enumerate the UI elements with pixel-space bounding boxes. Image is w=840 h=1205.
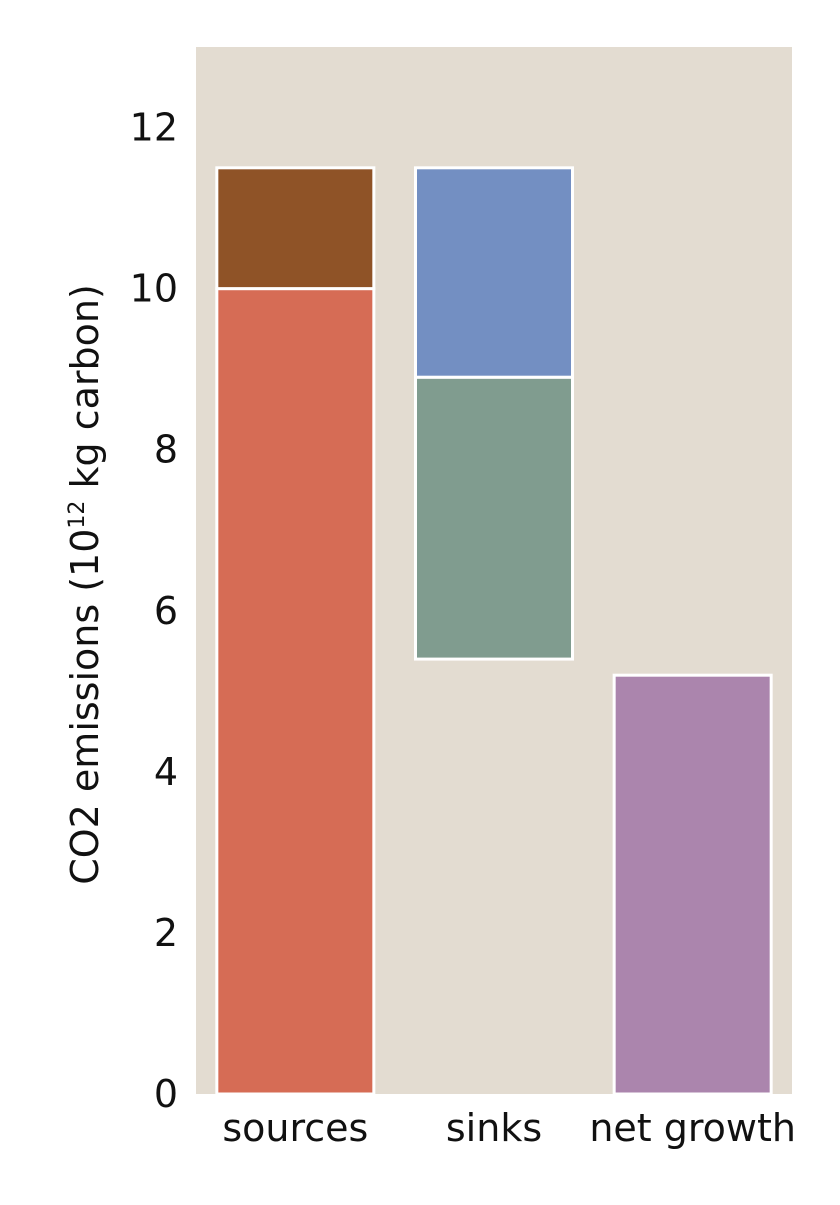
y-axis-label-superscript: 12: [65, 501, 90, 529]
y-tick-label-6: 6: [154, 589, 178, 633]
y-axis-label: CO2 emissions (1012 kg carbon): [63, 284, 107, 885]
y-axis-label-prefix: CO2 emissions (10: [63, 529, 107, 885]
bar-segment-sinks-3: [414, 166, 574, 379]
x-tick-label-sources: sources: [222, 1106, 368, 1150]
x-tick-label-sinks: sinks: [446, 1106, 542, 1150]
y-tick-label-2: 2: [154, 911, 178, 955]
y-tick-label-4: 4: [154, 750, 178, 794]
bar-segment-sources-0: [215, 287, 376, 1096]
y-tick-label-12: 12: [130, 106, 178, 150]
bar-segment-sinks-2: [414, 375, 574, 661]
bars-group: [215, 166, 773, 1096]
y-tick-label-10: 10: [130, 267, 178, 311]
y-axis-label-suffix: kg carbon): [63, 284, 107, 500]
y-tick-label-0: 0: [154, 1072, 178, 1116]
x-tick-label-net-growth: net growth: [589, 1106, 796, 1150]
x-labels-group: sources sinks net growth: [222, 1106, 796, 1150]
bar-segment-net-growth-4: [612, 673, 773, 1096]
y-ticks-group: 0 2 4 6 8 10 12: [130, 106, 178, 1116]
bar-segment-sources-1: [215, 166, 376, 291]
y-tick-label-8: 8: [154, 428, 178, 472]
